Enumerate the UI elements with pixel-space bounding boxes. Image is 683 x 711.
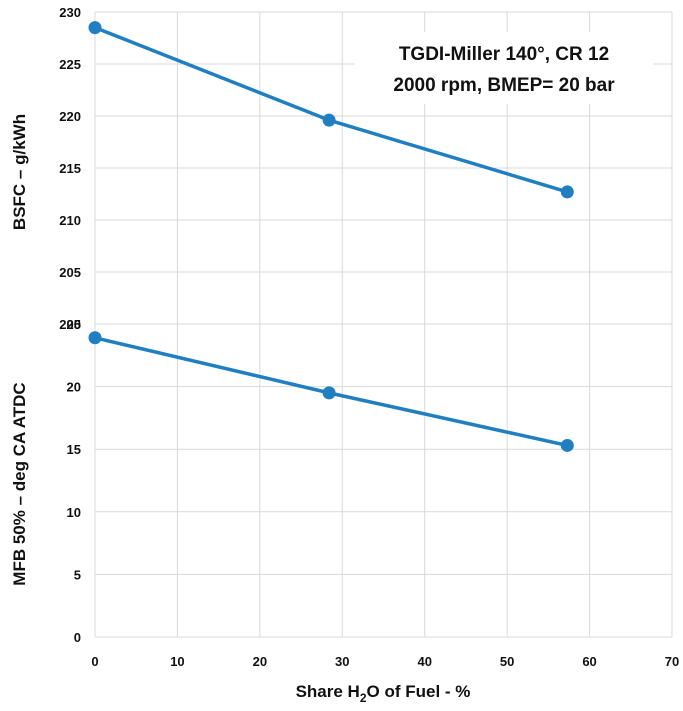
x-tick-label: 70 xyxy=(665,654,679,669)
bsfc-y-tick-label: 230 xyxy=(59,5,81,20)
mfb-data-point xyxy=(560,438,574,452)
mfb-y-tick-labels: 0 5 10 15 20 25 xyxy=(67,317,81,645)
bsfc-y-tick-label: 215 xyxy=(59,161,81,176)
annotation-line-1: TGDI-Miller 140°, CR 12 xyxy=(399,44,609,65)
x-tick-label: 40 xyxy=(417,654,431,669)
bsfc-y-tick-label: 200 xyxy=(59,317,81,332)
mfb-y-tick-label: 10 xyxy=(67,505,81,520)
x-axis-title-part-1: Share H xyxy=(296,682,360,701)
mfb-y-axis-title: MFB 50% – deg CA ATDC xyxy=(10,382,29,585)
bsfc-data-point xyxy=(322,113,336,127)
bsfc-y-tick-labels: 200 205 210 215 220 225 230 xyxy=(59,5,81,332)
annotation-line-2: 2000 rpm, BMEP= 20 bar xyxy=(393,75,615,96)
bsfc-y-axis-title: BSFC – g/kWh xyxy=(10,114,29,230)
mfb-y-tick-label: 20 xyxy=(67,380,81,395)
mfb-data-point xyxy=(322,386,336,400)
bsfc-y-tick-label: 205 xyxy=(59,265,81,280)
bsfc-data-point xyxy=(88,21,102,35)
mfb-y-tick-label: 15 xyxy=(67,442,81,457)
x-tick-label: 50 xyxy=(500,654,514,669)
x-tick-label: 30 xyxy=(335,654,349,669)
mfb-data-point xyxy=(88,331,102,345)
x-tick-label: 10 xyxy=(170,654,184,669)
mfb-y-tick-label: 0 xyxy=(74,630,81,645)
bsfc-data-point xyxy=(560,185,574,199)
bsfc-y-tick-label: 210 xyxy=(59,213,81,228)
bsfc-y-tick-label: 225 xyxy=(59,57,81,72)
annotation-box: TGDI-Miller 140°, CR 12 2000 rpm, BMEP= … xyxy=(355,32,653,104)
mfb-panel-grid xyxy=(94,323,673,638)
x-tick-label: 0 xyxy=(91,654,98,669)
x-axis-title: Share H2O of Fuel - % xyxy=(296,682,471,705)
bsfc-series xyxy=(88,21,574,199)
mfb-series xyxy=(88,331,574,452)
x-tick-labels: 0 10 20 30 40 50 60 70 xyxy=(91,654,679,669)
x-axis-title-subscript: 2 xyxy=(360,691,367,705)
mfb-y-tick-label: 25 xyxy=(67,317,81,332)
mfb-y-tick-label: 5 xyxy=(74,567,81,582)
bsfc-y-tick-label: 220 xyxy=(59,109,81,124)
x-tick-label: 60 xyxy=(582,654,596,669)
x-tick-label: 20 xyxy=(253,654,267,669)
x-axis-title-part-2: O of Fuel - % xyxy=(367,682,471,701)
